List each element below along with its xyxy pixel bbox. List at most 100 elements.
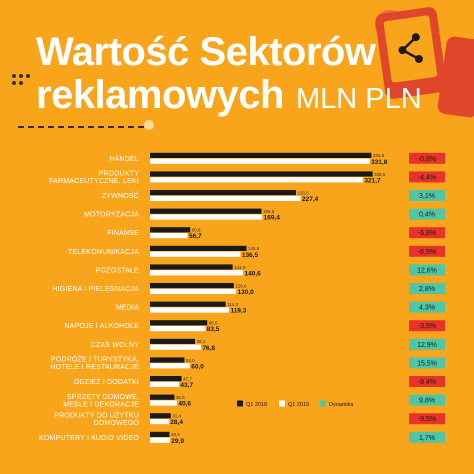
bar-q1-2019: [150, 233, 188, 239]
value-label-q1-2018: 60,8: [192, 228, 201, 233]
phone-screen: [383, 15, 438, 83]
value-label-q1-2018: 47,7: [183, 376, 192, 381]
bar-q1-2019: [150, 214, 263, 220]
value-label-q1-2019: 130,0: [238, 289, 255, 296]
value-label-q1-2019: 227,4: [302, 196, 319, 203]
value-label-q1-2019: 331,8: [371, 159, 388, 166]
bar-q1-2019: [150, 344, 201, 350]
bar-q1-2018: [150, 357, 185, 363]
dynamics-value: 3,1%: [419, 193, 435, 200]
dynamics-value: 12,9%: [417, 342, 437, 349]
bar-q1-2018: [150, 190, 296, 196]
value-label-q1-2018: 68,1: [197, 339, 206, 344]
value-label-q1-2019: 56,7: [189, 233, 202, 240]
category-label: MOTORYZACJA: [84, 212, 139, 219]
category-label: MEDIA: [116, 305, 139, 312]
category-label: MEBLE I DEKORACJE: [63, 401, 139, 408]
legend-swatch: [279, 400, 285, 407]
bar-q1-2018: [150, 301, 226, 307]
share-icon: [398, 33, 423, 63]
value-label-q1-2018: 52,0: [186, 358, 195, 363]
category-label: FINANSE: [107, 230, 139, 237]
dynamics-badge: [409, 394, 445, 406]
bar-q1-2019: [150, 288, 237, 294]
category-label: KOMPUTERY I AUDIO VIDEO: [39, 435, 139, 442]
value-label-q1-2018: 126,6: [235, 283, 247, 288]
bar-q1-2018: [150, 338, 196, 344]
legend-label: Dynamika: [329, 402, 354, 408]
value-label-q1-2019: 60,0: [191, 363, 204, 370]
value-label-q1-2018: 31,4: [172, 414, 181, 419]
value-label-q1-2018: 145,9: [248, 246, 260, 251]
bar-q1-2018: [150, 413, 171, 419]
bar-q1-2018: [150, 227, 191, 233]
dynamics-value: 15,5%: [417, 360, 437, 367]
dynamics-value: -3,5%: [418, 323, 436, 330]
dynamics-badge: [409, 431, 445, 443]
bar-q1-2018: [150, 394, 175, 400]
dynamics-value: -6,5%: [418, 249, 436, 256]
dynamics-badge: [409, 152, 445, 164]
decorative-dots: [12, 74, 30, 85]
category-label: PRODUKTY DO UŻYTKU: [54, 410, 139, 419]
category-label: SPRZĘTY DOMOWE,: [67, 394, 139, 401]
category-label: HOTELE I RESTAURACJE: [50, 364, 139, 371]
bar-q1-2018: [150, 264, 233, 270]
dynamics-badge: [409, 245, 445, 257]
bar-q1-2018: [150, 208, 262, 214]
legend-swatch: [320, 400, 326, 407]
value-label-q1-2019: 43,7: [180, 382, 193, 389]
bar-q1-2018: [150, 283, 234, 289]
bar-q1-2018: [150, 320, 208, 326]
category-label: HIGIENA I PIELĘGNACJA: [52, 286, 139, 293]
legend-swatch: [237, 400, 243, 407]
value-label-q1-2019: 40,6: [178, 401, 191, 408]
bar-q1-2019: [150, 177, 363, 183]
value-label-q1-2018: 29,4: [171, 432, 180, 437]
value-label-q1-2019: 169,4: [264, 215, 281, 222]
dynamics-value: 4,3%: [419, 305, 435, 312]
category-label: ŻYWNOŚĆ: [102, 191, 139, 200]
value-label-q1-2019: 119,3: [230, 308, 246, 315]
value-label-q1-2019: 28,4: [170, 419, 183, 426]
category-label: CZAS WOLNY: [91, 342, 139, 349]
value-label-q1-2019: 83,5: [207, 326, 220, 333]
dynamics-badge: [409, 208, 445, 220]
category-label: ODZIEŻ I DODATKI: [74, 377, 139, 386]
value-label-q1-2018: 168,5: [263, 209, 275, 214]
bar-q1-2018: [150, 245, 247, 251]
smartphone-icon: [374, 6, 448, 100]
title-unit: MLN PLN: [296, 83, 422, 115]
category-label: FARMACEUTYCZNE, LEKI: [49, 178, 139, 185]
bar-q1-2019: [150, 270, 244, 276]
value-label-q1-2018: 86,5: [209, 321, 218, 326]
dynamics-badge: [409, 227, 445, 239]
value-label-q1-2019: 140,6: [245, 270, 262, 277]
bar-q1-2018: [150, 171, 373, 177]
value-label-q1-2019: 136,5: [242, 252, 259, 259]
dynamics-value: 12,6%: [417, 267, 437, 274]
legend-label: Q1 2018: [246, 402, 267, 408]
value-label-q1-2019: 29,9: [171, 438, 184, 445]
bar-q1-2019: [150, 400, 177, 406]
bar-q1-2019: [150, 326, 206, 332]
dynamics-value: -9,5%: [418, 416, 436, 423]
dynamics-badge: [409, 338, 445, 350]
bar-q1-2019: [150, 419, 169, 425]
category-label: DOMOWEGO: [93, 420, 139, 427]
dynamics-value: -4,4%: [418, 174, 436, 181]
decorative-dot: [144, 120, 154, 130]
decorative-dashed-line: [18, 126, 144, 128]
dynamics-badge: [409, 357, 445, 369]
value-label-q1-2019: 321,7: [364, 177, 381, 184]
bar-q1-2018: [150, 376, 182, 382]
category-label: NAPOJE I ALKOHOLE: [64, 323, 139, 330]
dynamics-badge: [409, 320, 445, 332]
dynamics-badge: [409, 376, 445, 387]
dynamics-badge: [409, 190, 445, 201]
dynamics-value: 1,7%: [419, 435, 435, 442]
value-label-q1-2018: 336,5: [374, 172, 386, 177]
dynamics-badge: [409, 301, 445, 313]
dynamics-value: 9,8%: [419, 398, 435, 405]
